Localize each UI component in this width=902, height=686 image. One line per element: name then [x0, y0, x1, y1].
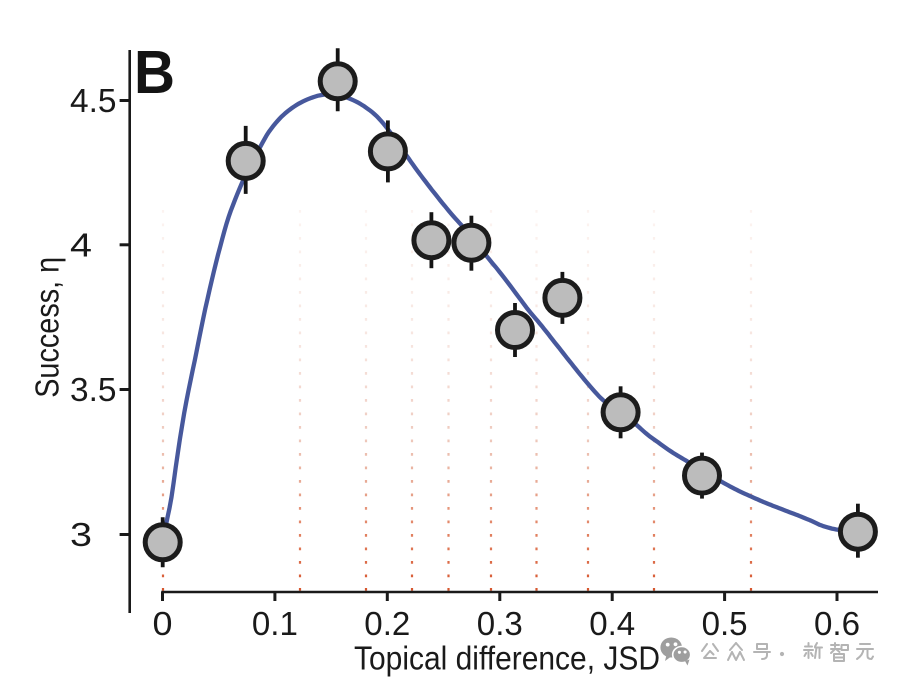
svg-text:0.1: 0.1: [252, 606, 298, 643]
svg-text:0.5: 0.5: [702, 606, 748, 643]
svg-text:0.2: 0.2: [364, 606, 410, 643]
svg-text:0: 0: [153, 606, 173, 643]
svg-text:4: 4: [70, 227, 92, 264]
svg-text:0.3: 0.3: [477, 606, 523, 643]
svg-text:Success, η: Success, η: [29, 257, 66, 398]
svg-text:0.4: 0.4: [589, 606, 635, 643]
svg-text:3.5: 3.5: [70, 372, 117, 409]
svg-text:3: 3: [70, 517, 92, 554]
svg-text:B: B: [134, 38, 175, 106]
svg-text:0.6: 0.6: [814, 606, 860, 643]
svg-text:4.5: 4.5: [70, 83, 117, 120]
svg-text:Topical difference, JSD: Topical difference, JSD: [354, 641, 660, 678]
